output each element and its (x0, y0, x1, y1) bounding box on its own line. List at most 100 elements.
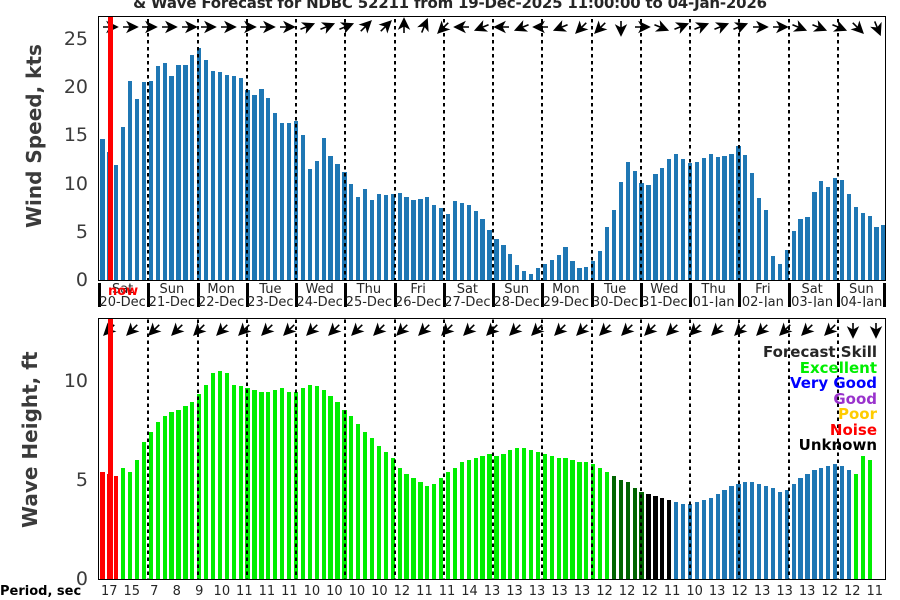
day-of-week: Sun (159, 283, 185, 297)
day-date: 03-Jan (791, 295, 834, 307)
bar (411, 477, 416, 579)
bar (286, 392, 292, 579)
direction-arrow-icon (670, 17, 690, 37)
bar (798, 219, 803, 280)
day-gridline (344, 17, 347, 280)
wave-height-bars (99, 319, 885, 579)
bar (653, 174, 658, 280)
bar (252, 94, 257, 280)
bar (134, 459, 140, 579)
bar (259, 89, 264, 280)
bar (127, 80, 133, 280)
day-gridline (147, 319, 150, 579)
bar (680, 158, 686, 280)
direction-arrow-icon (591, 17, 611, 37)
period-value: 10 (303, 584, 321, 599)
bar (584, 461, 589, 579)
bar (584, 266, 589, 280)
bar (397, 193, 402, 280)
day-gridline (639, 17, 642, 280)
direction-arrow-icon (788, 17, 808, 37)
bar (266, 392, 271, 579)
direction-arrow-icon (197, 17, 218, 37)
bar (425, 197, 430, 280)
bar (439, 207, 444, 280)
forecast-skill-legend: Forecast Skill Excellent Very Good Good Poor… (677, 344, 877, 454)
wave-height-axis-label: Wave Height, ft (18, 351, 42, 528)
period-value: 13 (483, 584, 501, 599)
day-of-week: Mon (552, 283, 580, 297)
bar (625, 481, 630, 579)
bar (210, 372, 216, 579)
day-gridline (836, 319, 839, 579)
period-value: 12 (731, 584, 748, 599)
bar (791, 230, 796, 280)
date-separator (883, 283, 886, 307)
bar (369, 438, 375, 579)
day-of-week: Sat (111, 283, 134, 297)
direction-arrow-icon (256, 17, 277, 37)
bar (349, 416, 354, 579)
day-gridline (541, 319, 544, 579)
period-value: 13 (551, 584, 568, 599)
period-value: 13 (573, 584, 591, 599)
bar (667, 158, 672, 280)
bar (625, 162, 630, 280)
bar (556, 254, 561, 280)
direction-arrow-icon (808, 17, 828, 37)
direction-arrow-icon (370, 319, 390, 339)
period-value: 11 (281, 584, 298, 599)
y-tick-label: 20 (63, 76, 88, 99)
bar (846, 194, 852, 280)
bar (694, 501, 700, 579)
bar (577, 461, 582, 579)
bar (238, 77, 243, 280)
date-axis-label: Sun 28-Dec (492, 283, 541, 307)
date-separator (442, 283, 446, 307)
direction-arrow-icon (303, 319, 323, 339)
direction-arrow-icon (375, 17, 395, 37)
date-separator (344, 283, 348, 307)
direction-arrow-icon (798, 319, 818, 339)
direction-arrow-icon (611, 17, 631, 37)
direction-arrow-icon (641, 319, 661, 339)
day-gridline (541, 17, 544, 280)
bar (280, 122, 285, 280)
direction-arrow-icon (316, 17, 336, 37)
day-gridline (245, 319, 248, 579)
bar (556, 457, 561, 579)
bar (480, 219, 485, 280)
date-axis-label: Mon 29-Dec (541, 283, 590, 307)
date-axis-label: Fri 26-Dec (394, 283, 443, 307)
y-tick-label: 10 (63, 172, 88, 195)
day-gridline (639, 319, 642, 579)
wind-speed-bars (99, 17, 885, 280)
day-gridline (393, 17, 396, 280)
period-value: 9 (195, 584, 204, 599)
date-axis-label: Wed 24-Dec (295, 283, 344, 307)
bar (224, 74, 230, 280)
period-value: 8 (172, 584, 181, 599)
bar (750, 173, 755, 280)
date-separator (245, 283, 249, 307)
bar (611, 475, 617, 579)
bar (674, 153, 679, 280)
bar (155, 66, 160, 280)
bar (445, 213, 451, 280)
direction-arrow-icon (280, 319, 300, 339)
y-tick-label: 5 (75, 220, 88, 243)
day-of-week: Sun (504, 283, 529, 297)
period-value: 14 (461, 584, 478, 599)
period-value: 13 (776, 584, 793, 599)
bar (114, 475, 119, 579)
bar (646, 493, 651, 579)
bar (307, 169, 312, 280)
direction-arrow-icon (552, 17, 572, 37)
bar (473, 210, 478, 280)
direction-arrow-icon (821, 319, 841, 339)
direction-arrow-icon (573, 319, 593, 339)
date-axis-label: Fri 02-Jan (738, 283, 787, 307)
direction-arrow-icon (168, 319, 188, 339)
bar (114, 165, 119, 280)
bar (521, 448, 527, 579)
